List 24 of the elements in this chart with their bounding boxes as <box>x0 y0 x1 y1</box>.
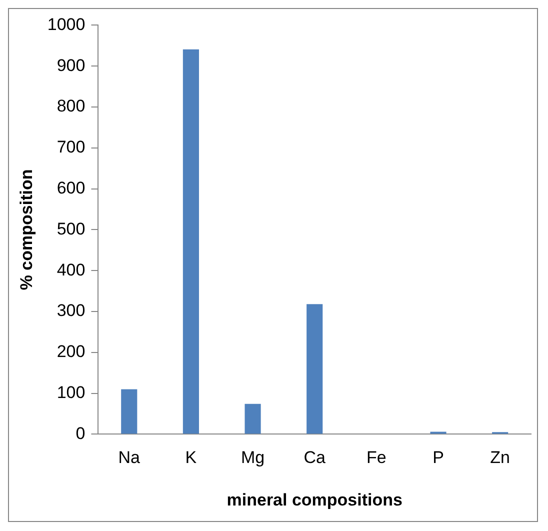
x-axis-title: mineral compositions <box>226 490 402 510</box>
y-tick-label: 100 <box>56 382 86 402</box>
y-tick-label: 700 <box>56 138 86 157</box>
x-tick-label: Ca <box>304 448 326 468</box>
x-tick-label: Mg <box>240 448 265 468</box>
bar <box>306 304 323 434</box>
y-tick-label: 200 <box>56 342 86 362</box>
y-tick-label: 800 <box>56 96 86 116</box>
y-tick-label: 500 <box>56 219 86 238</box>
y-tick-label: 300 <box>56 301 86 320</box>
x-tick-label: Fe <box>366 448 386 468</box>
bar <box>244 404 261 434</box>
y-axis-title: % composition <box>16 169 36 290</box>
x-tick-label: K <box>185 448 198 468</box>
y-tick-label: 400 <box>56 260 86 280</box>
y-tick-label: 600 <box>56 178 86 198</box>
bar <box>121 389 138 434</box>
x-tick-label: Zn <box>490 448 510 468</box>
x-tick-label: Na <box>118 448 141 468</box>
x-tick-label: P <box>432 448 444 468</box>
y-tick-label: 900 <box>56 56 86 75</box>
y-tick-label: 1000 <box>47 14 86 34</box>
y-tick-label: 0 <box>76 424 86 443</box>
bar <box>182 49 199 434</box>
